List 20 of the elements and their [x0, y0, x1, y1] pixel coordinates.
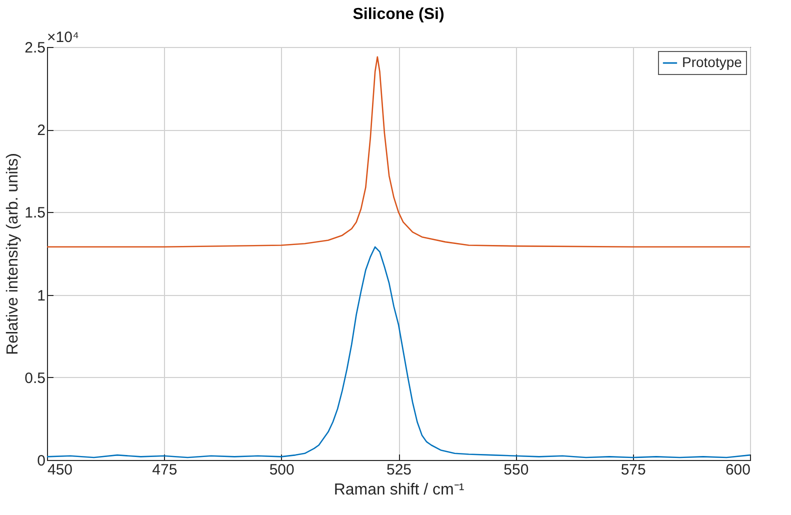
x-tick-label: 450	[48, 462, 73, 478]
x-tick-label: 575	[620, 462, 646, 478]
x-axis-title: Raman shift / cm⁻¹	[334, 482, 464, 498]
x-tick-label: 600	[725, 462, 750, 478]
x-tick-label: 500	[269, 462, 294, 478]
x-tick-label: 475	[152, 462, 178, 478]
y-tick-label: 2	[37, 122, 46, 140]
y-tick-label: 2.5	[24, 40, 46, 56]
y-tick-label: 1	[37, 287, 46, 304]
line-series	[47, 246, 750, 458]
x-tick-label: 550	[504, 462, 529, 478]
y-axis-title: Relative intensity (arb. units)	[4, 153, 22, 355]
chart-title: Silicone (Si)	[352, 6, 444, 23]
line-series	[47, 56, 750, 248]
x-tick-label: 525	[386, 462, 412, 478]
text: ×10⁴	[47, 29, 79, 46]
legend-label: Prototype	[682, 54, 742, 70]
y-tick-label: 0.5	[24, 370, 46, 387]
y-tick-label: 1.5	[24, 204, 46, 222]
y-tick-label: 0	[37, 452, 46, 470]
